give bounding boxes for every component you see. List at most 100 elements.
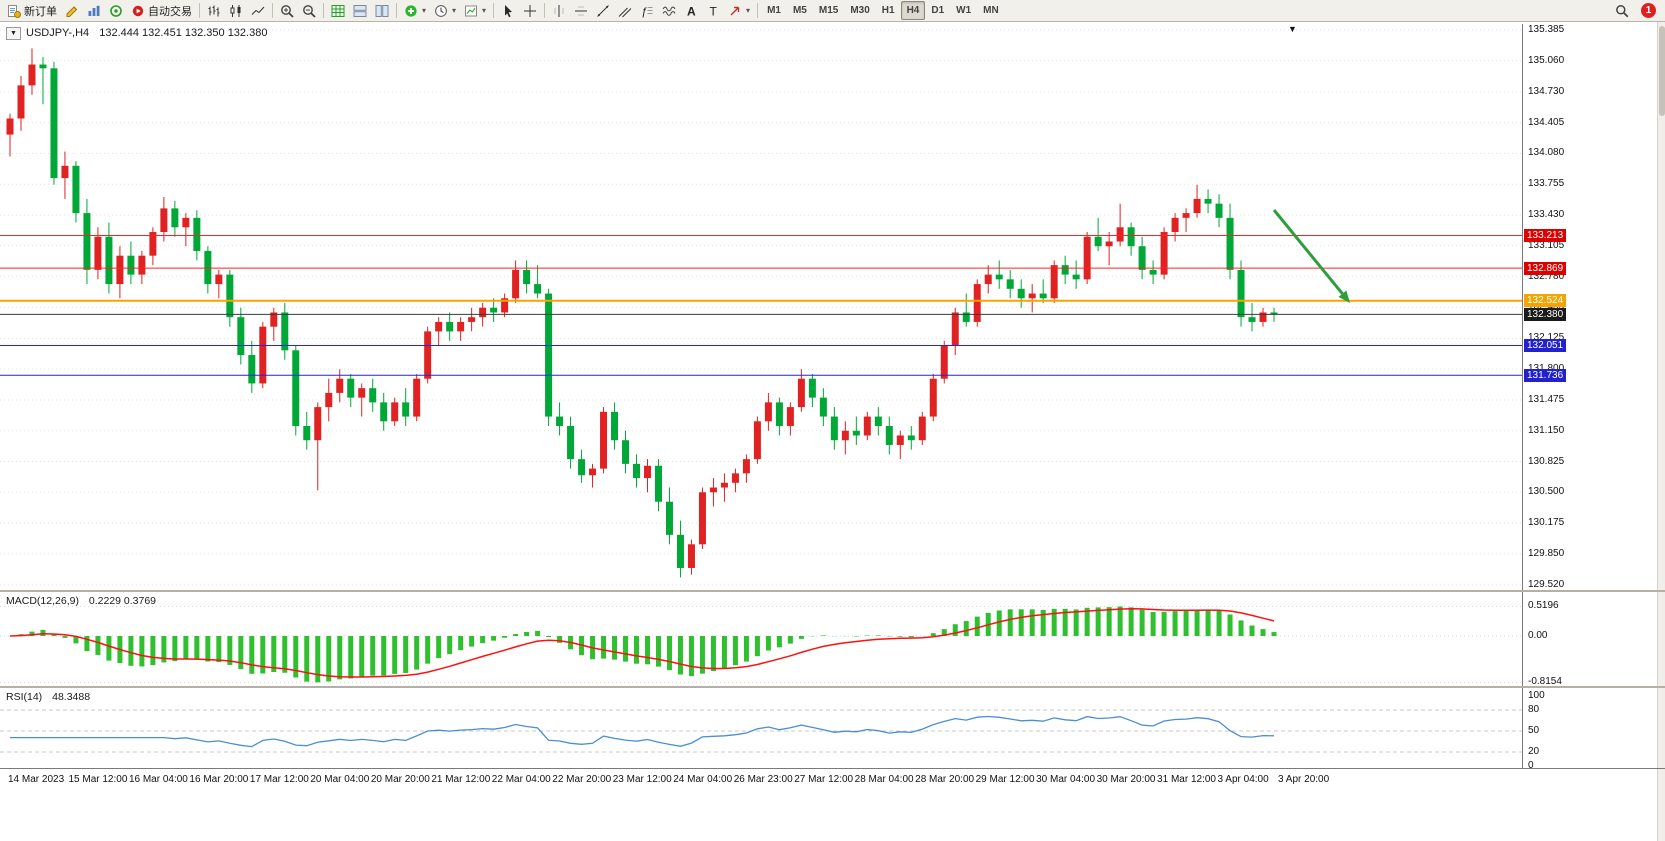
templates-button[interactable]: ▾ (460, 1, 490, 20)
time-label: 16 Mar 04:00 (128, 774, 188, 785)
panel-separator[interactable] (0, 590, 1665, 592)
toolbar-separator (396, 3, 397, 18)
scroll-to-end-marker[interactable]: ▼ (1288, 24, 1297, 34)
zoom-out-button[interactable] (298, 1, 320, 20)
timeframe-m30[interactable]: M30 (850, 5, 870, 16)
label-tool-button[interactable]: T (702, 1, 724, 20)
metaeditor-button[interactable] (61, 1, 83, 20)
timeframe-m1[interactable]: M1 (767, 5, 781, 16)
bull-candle (391, 402, 399, 422)
bear-candle (1138, 246, 1146, 270)
bull-candle (918, 416, 926, 441)
time-label: 28 Mar 20:00 (915, 774, 975, 785)
level-price-badge: 131.736 (1524, 368, 1567, 382)
bear-candle (808, 378, 816, 398)
zoom-in-button[interactable] (276, 1, 298, 20)
line-icon (251, 4, 265, 18)
text-tool-button[interactable]: A (680, 1, 702, 20)
bear-candle (281, 312, 289, 351)
trendline-tool-button[interactable] (592, 1, 614, 20)
one-click-trading-expander[interactable]: ▼ (6, 27, 21, 40)
dropdown-caret-icon: ▾ (452, 6, 457, 15)
arrow-annotation[interactable] (1272, 209, 1344, 295)
timeframe-h4[interactable]: H4 (900, 1, 926, 20)
bear-candle (1237, 269, 1245, 318)
time-label: 30 Mar 04:00 (1036, 774, 1096, 785)
fibonacci-tool-button[interactable]: ƒ (636, 1, 658, 20)
scrollbar-thumb[interactable] (1659, 26, 1665, 116)
arrow-annotation-head[interactable] (1338, 290, 1350, 303)
horizontal-line-tool-button[interactable] (570, 1, 592, 20)
clock-icon (434, 4, 448, 18)
price-tick-label: 133.755 (1528, 178, 1565, 190)
price-chart-panel[interactable] (0, 24, 1522, 590)
signals-button[interactable] (105, 1, 127, 20)
bear-candle (907, 435, 915, 441)
tile-windows-button[interactable] (327, 1, 349, 20)
channel-tool-button[interactable] (614, 1, 636, 20)
price-scale[interactable]: 135.385 135.060 134.730 134.405 134.080 133.7… (1522, 24, 1657, 771)
new-order-button-label: 新订单 (24, 5, 57, 18)
rsi-name-label: RSI(14) (6, 691, 43, 703)
rsi-line (10, 715, 1275, 748)
vertical-scrollbar[interactable] (1657, 22, 1665, 841)
timeframe-w1[interactable]: W1 (956, 5, 972, 16)
bull-candle (138, 255, 146, 275)
indicators-button[interactable]: ▾ (400, 1, 430, 20)
level-price-badge: 133.213 (1524, 229, 1567, 243)
timeframe-mn[interactable]: MN (983, 5, 999, 16)
panel-separator[interactable] (0, 686, 1665, 688)
bull-candle (753, 421, 761, 460)
bull-candle (731, 473, 739, 483)
timeframe-h1[interactable]: H1 (881, 5, 895, 16)
line-chart-mode-button[interactable] (247, 1, 269, 20)
bear-candle (402, 402, 410, 417)
timeframe-m5[interactable]: M5 (792, 5, 807, 16)
arrows-tool-button[interactable]: ▾ (724, 1, 754, 20)
time-label: 14 Mar 2023 (8, 774, 65, 785)
bar-chart-mode-button[interactable] (203, 1, 225, 20)
candlestick-mode-button[interactable] (225, 1, 247, 20)
bull-candle (270, 312, 278, 327)
price-tick-label: 131.150 (1528, 424, 1565, 436)
tile-vertical-button[interactable] (371, 1, 393, 20)
bars-icon (207, 4, 221, 18)
bear-candle (50, 68, 58, 179)
macd-axis-label: -0.8154 (1528, 676, 1562, 688)
cursor-tool-button[interactable] (497, 1, 519, 20)
tile-horizontal-button[interactable] (349, 1, 371, 20)
auto-trading-button[interactable]: 自动交易 (127, 1, 196, 20)
bull-candle (160, 208, 168, 233)
bear-candle (347, 378, 355, 398)
bear-candle (654, 465, 662, 502)
new-order-button[interactable]: 新订单 (3, 1, 61, 20)
vertical-line-tool-button[interactable] (548, 1, 570, 20)
time-label: 3 Apr 20:00 (1278, 774, 1330, 785)
bull-candle (501, 298, 509, 313)
price-tick-label: 129.520 (1528, 579, 1565, 590)
toolbar-separator (544, 3, 546, 18)
periods-button[interactable]: ▾ (430, 1, 460, 20)
bear-candle (292, 350, 300, 427)
bull-candle (358, 388, 366, 398)
bull-candle (600, 411, 608, 469)
level-price-badge: 132.869 (1524, 261, 1567, 275)
template-icon (464, 4, 478, 18)
timeframe-d1[interactable]: D1 (931, 5, 945, 16)
time-axis[interactable]: 14 Mar 2023 15 Mar 12:00 16 Mar 04:00 16 Ma… (0, 770, 1522, 790)
macd-indicator-panel[interactable] (0, 592, 1522, 686)
bull-candle (984, 274, 992, 285)
timeframe-m15[interactable]: M15 (818, 5, 839, 16)
search-button[interactable] (1611, 1, 1633, 20)
fibo-icon: ƒ (640, 4, 654, 18)
market-watch-button[interactable] (83, 1, 105, 20)
notification-badge[interactable]: 1 (1641, 3, 1656, 18)
bull-candle (28, 64, 36, 86)
rsi-indicator-panel[interactable] (0, 688, 1522, 768)
rsi-axis-label: 80 (1528, 704, 1540, 715)
cycle-lines-tool-button[interactable] (658, 1, 680, 20)
bear-candle (380, 402, 388, 422)
bull-candle (589, 468, 597, 476)
crosshair-tool-button[interactable] (519, 1, 541, 20)
toolbar-separator (272, 3, 273, 18)
